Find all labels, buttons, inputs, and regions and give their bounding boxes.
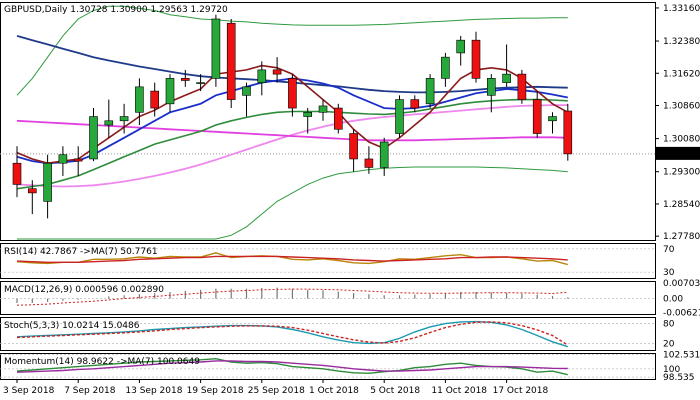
x-tick-label: 19 Sep 2018 [187,386,244,396]
candle-body [548,116,557,122]
candle-body [563,110,573,155]
y-tick-label: 1.30860 [663,102,700,112]
y-tick-label: 1.33160 [663,4,700,14]
y-tick-label: 1.30080 [663,135,700,145]
candle-body [318,105,328,113]
candle-body [226,22,236,100]
candle-body [502,73,511,83]
candle-body [410,99,420,109]
candle-body [73,158,83,162]
momentum-y-tick-label: 102.5314 [663,351,700,361]
x-tick-label: 17 Oct 2018 [493,386,549,396]
macd-label: MACD(12,26,9) 0.000596 0.002890 [4,285,164,295]
candle-body [333,107,343,130]
candle-body [43,162,52,202]
candle-body [349,133,358,160]
stoch-series-1 [16,321,569,346]
candle-body [58,154,68,164]
candle-body [379,141,389,168]
stoch-y-tick-label: 20 [663,339,675,349]
bollinger-upper-line [16,5,568,96]
momentum-label: Momentum(14) 98.9622 ->MA(7) 100.0649 [4,357,200,367]
candle-body [196,82,205,84]
candle-body [119,116,129,122]
candle-body [272,69,282,75]
candle-body [364,158,374,168]
candle-body [211,18,221,79]
panel-frame-1 [0,243,656,279]
y-tick-label: 1.28540 [663,200,700,210]
candle-body [395,99,404,134]
y-tick-label: 1.29300 [663,168,700,178]
candle-body [135,86,144,113]
x-tick-label: 7 Sep 2018 [64,386,116,396]
momentum-series-1 [16,360,568,373]
x-tick-label: 13 Sep 2018 [125,386,182,396]
candle-body [104,120,114,126]
candle-body [165,78,175,105]
x-tick-label: 5 Oct 2018 [370,386,420,396]
macd-y-tick-label: 0.007035 [663,279,700,289]
chart-header: GBPUSD,Daily 1.30728 1.30900 1.29563 1.2… [4,5,228,15]
rsi-y-tick-label: 70 [663,245,675,255]
candle-body [303,112,313,117]
magenta-ma-line [16,119,568,142]
macd-y-tick-label: 0.00 [663,295,683,305]
candle-body [181,78,190,81]
x-tick-label: 3 Sep 2018 [3,386,55,396]
rsi-y-tick-label: 30 [663,268,675,278]
candle-body [242,86,251,96]
candle-body [257,69,267,83]
candle-body [456,39,466,54]
last-price-label: 1.29720 [658,150,695,160]
y-tick-label: 1.27780 [663,232,700,242]
panel-frame-2 [0,281,656,315]
rsi-label: RSI(14) 42.7867 ->MA(7) 50.7761 [4,247,158,257]
candle-body [532,99,542,134]
pink-ma-line [16,104,568,188]
rsi-series-1 [16,255,568,263]
momentum-series-0 [16,357,568,376]
candle-body [486,78,496,96]
momentum-y-tick-label: 98.535 [663,373,695,383]
x-tick-label: 11 Oct 2018 [431,386,487,396]
candle-body [12,162,22,185]
x-tick-label: 25 Sep 2018 [248,386,305,396]
panel-frame-4 [0,353,656,380]
candle-body [425,78,435,105]
y-tick-label: 1.31620 [663,69,700,79]
candle-body [89,116,98,160]
x-tick-label: 1 Oct 2018 [309,386,359,396]
stoch-label: Stoch(5,3,3) 10.0214 15.0486 [4,321,140,331]
candle-body [471,39,481,79]
candle-body [150,90,159,109]
macd-y-tick-label: -0.006213 [663,308,700,318]
stoch-y-tick-label: 80 [663,320,675,330]
panel-frame-0 [0,2,656,241]
candle-body [441,56,450,79]
panel-frame-3 [0,317,656,351]
y-tick-label: 1.32380 [663,37,700,47]
candle-body [27,188,37,194]
candle-body [517,73,527,100]
candle-body [288,78,297,109]
bollinger-lower-line [17,166,568,240]
last-price-label-bg [656,146,700,160]
momentum-y-tick-label: 100 [663,365,680,375]
